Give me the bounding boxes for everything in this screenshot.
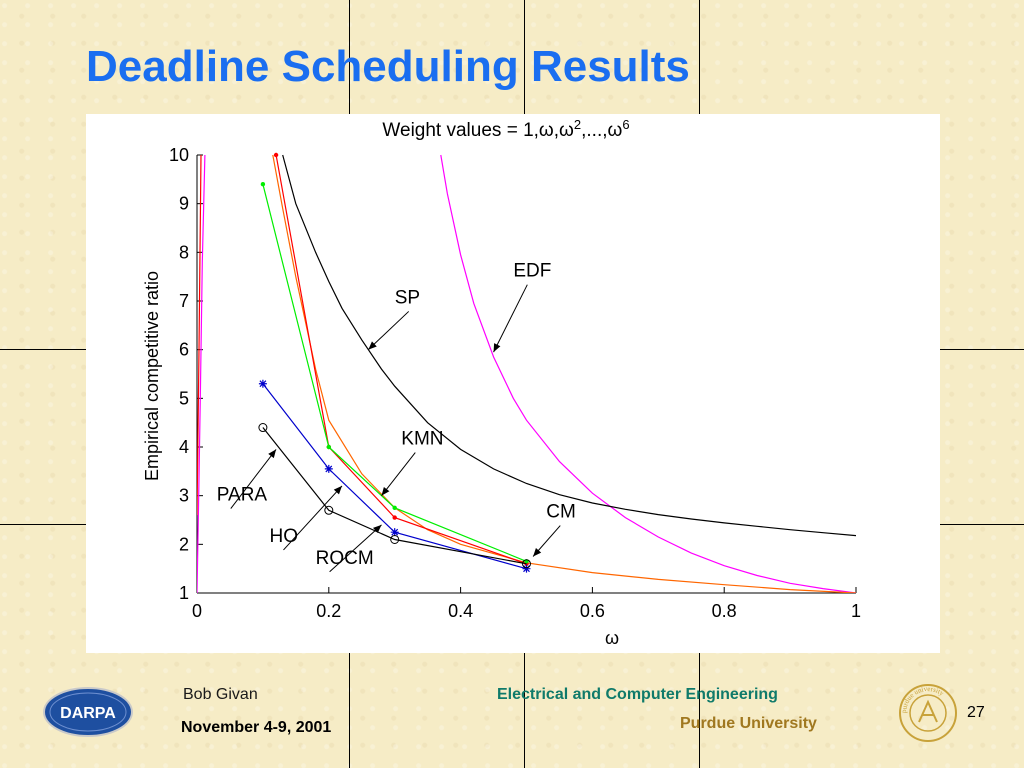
chart-title: Weight values = 1,ω,ω2,...,ω6 — [382, 117, 629, 141]
y-tick-label: 5 — [179, 388, 189, 408]
footer-date: November 4-9, 2001 — [181, 719, 332, 736]
y-tick-label: 1 — [179, 583, 189, 603]
slide-title: Deadline Scheduling Results — [86, 42, 690, 91]
y-tick-label: 2 — [179, 534, 189, 554]
axes: 0 0.2 0.4 0.6 0.8 1 1 2 3 4 5 6 7 8 9 10 — [169, 145, 861, 621]
series-para-point — [258, 423, 268, 433]
annotation-para-arrowhead — [268, 449, 277, 459]
annotation-para-label: PARA — [217, 485, 268, 506]
annotation-sp-arrowhead — [368, 341, 377, 350]
x-tick-label: 0.8 — [712, 601, 737, 621]
annotation-edf-arrowhead — [493, 343, 501, 353]
series-para-point — [324, 505, 334, 515]
x-tick-label: 0.2 — [316, 601, 341, 621]
series-rocm-point — [392, 505, 397, 511]
y-tick-label: 7 — [179, 291, 189, 311]
annotation-rocm-arrow — [329, 524, 382, 573]
line-chart: Weight values = 1,ω,ω2,...,ω6 ω Empirica… — [142, 117, 861, 648]
series-rocm-line — [262, 184, 527, 562]
y-tick-label: 9 — [179, 194, 189, 214]
series-ho-line — [262, 383, 527, 570]
annotation-para-arrow — [230, 449, 277, 509]
y-axis-label: Empirical competitive ratio — [142, 271, 162, 481]
footer-author: Bob Givan — [183, 686, 258, 703]
series-kmn-line — [275, 154, 527, 565]
series-red-left-line — [197, 154, 202, 516]
x-tick-label: 0 — [192, 601, 202, 621]
series-kmn-point — [273, 152, 279, 158]
footer-department: Electrical and Computer Engineering — [497, 686, 778, 703]
page-number: 27 — [967, 704, 985, 721]
series-para-point — [522, 559, 531, 569]
annotation-edf-arrow — [493, 284, 528, 353]
footer-university: Purdue University — [680, 715, 817, 732]
annotation-ho-arrowhead — [333, 485, 342, 495]
y-tick-label: 8 — [179, 242, 189, 262]
series-ho-point — [258, 379, 267, 388]
annotation-kmn-arrow — [381, 452, 416, 496]
annotation-sp-arrow — [367, 311, 410, 351]
y-tick-label: 6 — [179, 340, 189, 360]
purdue-seal: purdue university — [899, 684, 957, 742]
x-tick-label: 1 — [851, 601, 861, 621]
series-magenta-left-line — [197, 154, 206, 593]
annotation-cm-label: CM — [546, 502, 576, 523]
x-tick-label: 0.4 — [448, 601, 473, 621]
x-axis-label: ω — [605, 628, 619, 648]
series-para-line — [262, 427, 527, 565]
annotation-kmn-arrowhead — [381, 486, 390, 496]
annotation-labels: EDFSPKMNCMPARAHOROCM — [217, 261, 576, 573]
series-sp-line — [282, 154, 856, 537]
annotation-sp-label: SP — [395, 287, 420, 308]
annotation-kmn-label: KMN — [401, 429, 443, 450]
chart-panel: Weight values = 1,ω,ω2,...,ω6 ω Empirica… — [86, 114, 940, 653]
series-ho-point — [390, 528, 399, 537]
darpa-logo-text: DARPA — [60, 705, 116, 722]
annotation-edf-label: EDF — [513, 261, 551, 282]
y-tick-label: 10 — [169, 145, 189, 165]
x-tick-label: 0.6 — [580, 601, 605, 621]
series-rocm-point — [326, 444, 331, 450]
series-ho-point — [324, 464, 333, 473]
annotation-cm-arrowhead — [533, 547, 542, 557]
plot-area — [197, 152, 856, 593]
series-edf-line — [440, 154, 856, 593]
annotation-ho-arrow — [283, 485, 343, 551]
darpa-logo: DARPA — [43, 687, 133, 737]
series-rocm-point — [260, 182, 266, 187]
series-ho-point — [522, 564, 531, 573]
series-para-point — [390, 534, 400, 544]
annotation-rocm-arrowhead — [373, 524, 382, 534]
annotation-ho-label: HO — [269, 526, 298, 547]
series-kmn-point — [392, 515, 397, 520]
y-tick-label: 3 — [179, 486, 189, 506]
y-tick-label: 4 — [179, 437, 189, 457]
